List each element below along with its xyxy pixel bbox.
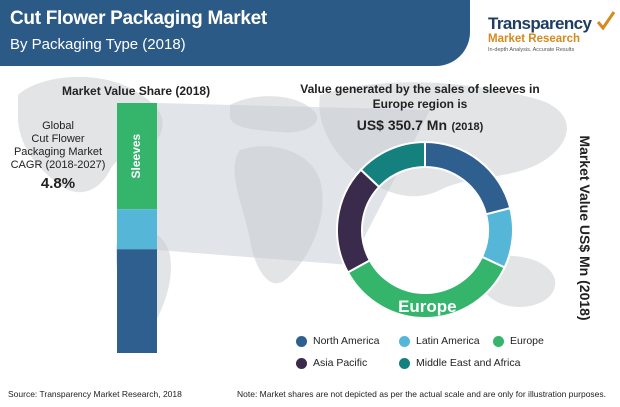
stack-segment-label: Sleeves (129, 133, 143, 178)
page-title: Cut Flower Packaging Market (10, 8, 267, 29)
legend-dot (296, 335, 307, 347)
legend-item-north-america: North America (296, 335, 380, 347)
donut-slice-middle-east-and-africa (359, 140, 426, 189)
legend-item-middle-east-africa: Middle East and Africa (399, 357, 520, 369)
donut-chart-title: Value generated by the sales of sleeves … (300, 82, 540, 111)
donut-value: US$ 350.7 Mn (356, 117, 447, 133)
regional-donut-chart: Europe (336, 140, 514, 319)
cagr-label: Global Cut Flower Packaging Market CAGR … (10, 120, 106, 171)
stack-segment-0 (117, 103, 157, 210)
legend-label: Latin America (416, 335, 480, 347)
share-chart-title: Market Value Share (2018) (62, 84, 211, 98)
donut-value-year: (2018) (451, 121, 484, 133)
donut-slice-asia-pacific (336, 168, 381, 274)
company-logo: Transparency Market Research In-depth An… (488, 11, 616, 53)
header-banner: Cut Flower Packaging Market By Packaging… (0, 0, 470, 66)
legend-item-europe: Europe (493, 335, 544, 347)
legend-label: Europe (510, 335, 544, 347)
logo-tagline: In-depth Analysis. Accurate Results (488, 47, 575, 53)
legend-dot (296, 357, 307, 369)
donut-highlight-label: Europe (398, 297, 457, 316)
stacked-share-bar: Sleeves (117, 103, 157, 353)
donut-slice-north-america (424, 140, 512, 216)
legend-item-asia-pacific: Asia Pacific (296, 357, 367, 369)
stack-segment-1 (117, 209, 157, 250)
y-axis-label-text: Market Value US$ Mn (2018) (577, 135, 593, 321)
cagr-value: 4.8% (40, 175, 76, 192)
legend-item-latin-america: Latin America (399, 335, 480, 347)
legend-dot (493, 335, 504, 347)
source-note: Source: Transparency Market Research, 20… (8, 389, 182, 399)
legend-label: Asia Pacific (313, 357, 368, 369)
page-subtitle: By Packaging Type (2018) (10, 36, 186, 53)
y-axis-label: Market Value US$ Mn (2018) (575, 118, 595, 338)
logo-name: Transparency (488, 14, 592, 33)
checkmark-icon (596, 11, 616, 31)
logo-line2: Market Research (488, 33, 581, 45)
legend-label: Middle East and Africa (416, 357, 521, 369)
footnote: Note: Market shares are not depicted as … (237, 389, 607, 399)
legend-label: North America (313, 335, 380, 347)
legend-dot (399, 357, 410, 369)
donut-value-line: US$ 350.7 Mn (2018) (295, 117, 545, 135)
legend-dot (399, 335, 410, 347)
stack-segment-2 (117, 249, 157, 353)
